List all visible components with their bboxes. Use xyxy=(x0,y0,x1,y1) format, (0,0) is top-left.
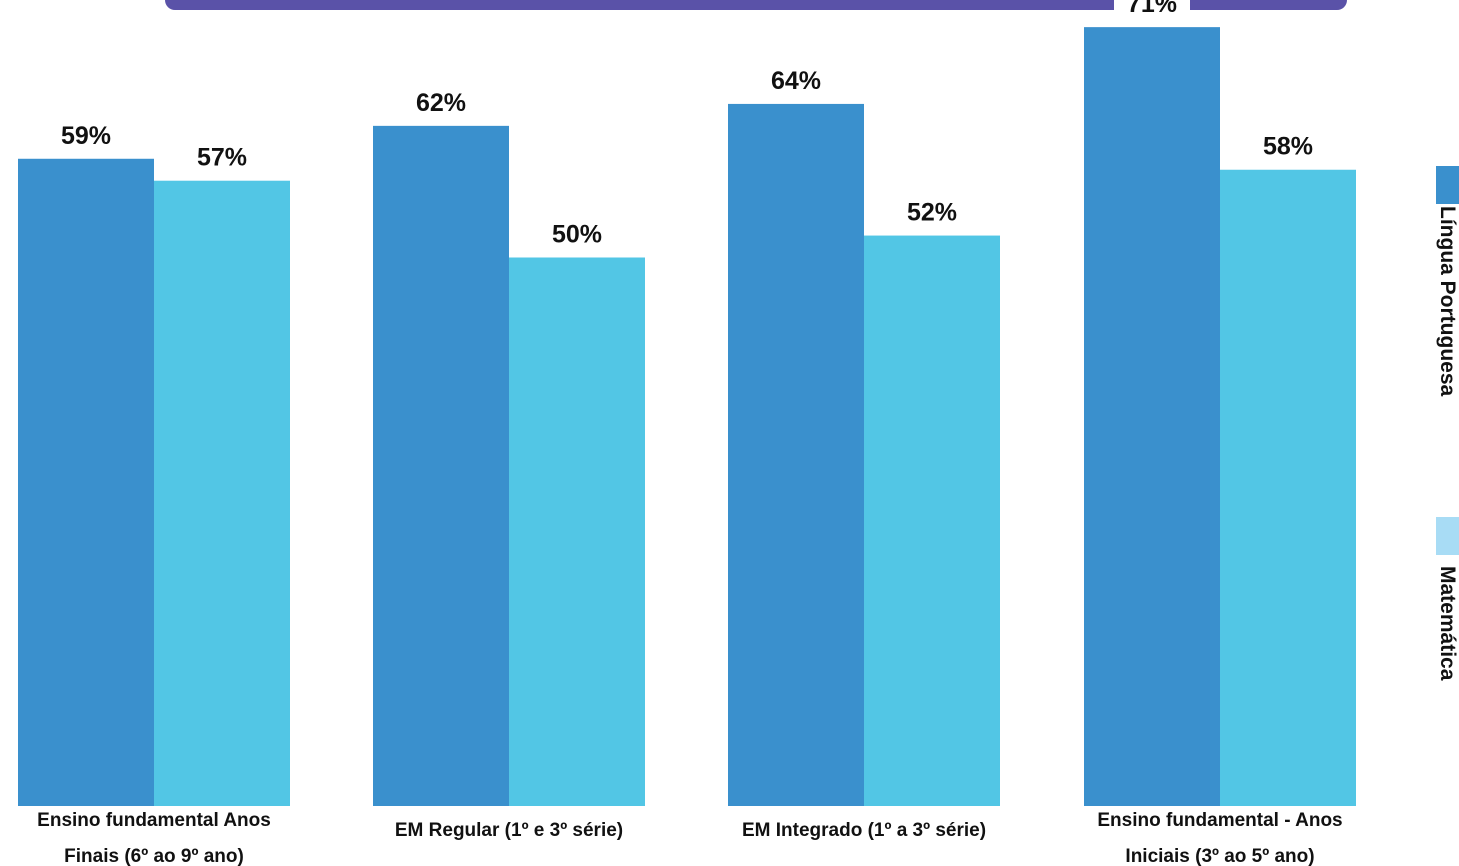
bar-lingua-portuguesa-2 xyxy=(728,103,864,807)
category-label: EM Regular (1º e 3º série) xyxy=(395,820,623,841)
value-label: 58% xyxy=(1263,133,1313,161)
category-label: Iniciais (3º ao 5º ano) xyxy=(1125,846,1314,866)
category-label: EM Integrado (1º a 3º série) xyxy=(742,820,986,841)
value-label-plate xyxy=(758,65,834,99)
value-label-plate xyxy=(403,87,479,121)
value-label: 50% xyxy=(552,221,602,249)
value-label: 57% xyxy=(197,144,247,172)
category-label: Ensino fundamental Anos xyxy=(37,810,271,831)
bar-matematica-3 xyxy=(1220,169,1356,807)
bar-lingua-portuguesa-3 xyxy=(1084,27,1220,806)
value-label-plate xyxy=(1250,131,1326,165)
category-label: Ensino fundamental - Anos xyxy=(1097,810,1342,831)
value-label: 59% xyxy=(61,122,111,150)
value-label: 64% xyxy=(771,67,821,95)
value-label-plate xyxy=(48,120,124,154)
value-label-plate xyxy=(539,219,615,253)
value-label: 71% xyxy=(1127,0,1177,18)
bar-matematica-1 xyxy=(509,257,645,806)
bar-lingua-portuguesa-1 xyxy=(373,125,509,807)
bar-matematica-2 xyxy=(864,235,1000,806)
value-label-plate xyxy=(184,142,260,176)
value-label: 62% xyxy=(416,89,466,117)
top-banner xyxy=(165,0,1347,10)
legend-swatch xyxy=(1436,166,1459,204)
legend-label: Língua Portuguesa xyxy=(1436,206,1459,397)
value-label-plate xyxy=(1114,0,1190,23)
value-label: 52% xyxy=(907,199,957,227)
category-label: Finais (6º ao 9º ano) xyxy=(64,846,244,866)
legend-label: Matemática xyxy=(1436,566,1459,681)
category-labels-layer: Ensino fundamental Anos Finais (6º ao 9º … xyxy=(37,810,1342,866)
bar-lingua-portuguesa-0 xyxy=(18,158,154,806)
legend-swatch xyxy=(1436,517,1459,555)
value-labels-layer: 59% 57% 62% 50% 64% 52% 71% 58% xyxy=(48,0,1326,253)
value-label-plate xyxy=(894,197,970,231)
bar-matematica-0 xyxy=(154,180,290,806)
legend: Língua Portuguesa Matemática xyxy=(1436,166,1459,681)
bars-layer xyxy=(18,27,1356,807)
